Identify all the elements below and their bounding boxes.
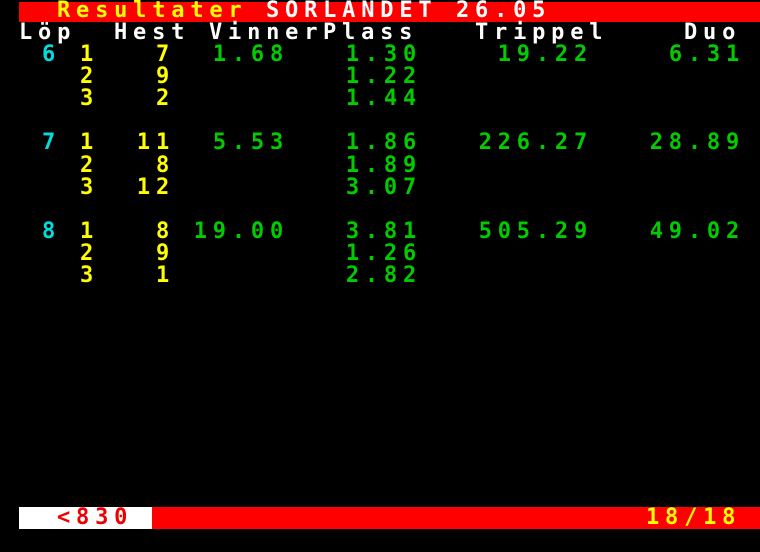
vinner-odds: 1.68 — [212, 42, 289, 67]
column-header-duo: Duo — [684, 20, 742, 45]
plass-odds: 2.82 — [345, 263, 422, 288]
result-row: 7 1 11 5.53 1.86 226.27 28.89 — [0, 132, 760, 154]
horse-number: 1 — [155, 263, 175, 288]
result-row: 2 9 1.22 — [0, 66, 760, 88]
place-number: 2 — [79, 153, 99, 178]
column-header-trippel: Trippel — [475, 20, 609, 45]
race-date: 26.05 — [456, 0, 552, 23]
race-number: 7 — [41, 130, 61, 155]
column-header-lop: Löp — [19, 20, 77, 45]
title-bar — [19, 2, 760, 22]
page-indicator: 18/18 — [646, 505, 742, 530]
plass-odds: 3.07 — [345, 175, 422, 200]
header-row: Löp Hest Vinner Plass Trippel Duo — [0, 22, 760, 44]
result-row: 2 9 1.26 — [0, 243, 760, 265]
place-number: 3 — [79, 86, 99, 111]
plass-odds: 1.44 — [345, 86, 422, 111]
section-label: Resultater — [57, 0, 248, 23]
plass-odds: 1.86 — [345, 130, 422, 155]
place-number: 1 — [79, 219, 99, 244]
trippel-odds: 19.22 — [497, 42, 593, 67]
trippel-odds: 226.27 — [478, 130, 593, 155]
horse-number: 11 — [136, 130, 175, 155]
place-number: 2 — [79, 241, 99, 266]
footer-page-link-box — [19, 507, 152, 529]
column-header-vinner: Vinner — [209, 20, 324, 45]
horse-number: 2 — [155, 86, 175, 111]
place-number: 2 — [79, 64, 99, 89]
footer-row: <830 18/18 — [0, 507, 760, 529]
result-row: 3 2 1.44 — [0, 88, 760, 110]
vinner-odds: 19.00 — [193, 219, 289, 244]
plass-odds: 3.81 — [345, 219, 422, 244]
place-number: 1 — [79, 130, 99, 155]
horse-number: 12 — [136, 175, 175, 200]
horse-number: 9 — [155, 241, 175, 266]
trippel-odds: 505.29 — [478, 219, 593, 244]
place-number: 3 — [79, 175, 99, 200]
plass-odds: 1.26 — [345, 241, 422, 266]
horse-number: 8 — [155, 153, 175, 178]
page-back-link[interactable]: <830 — [57, 505, 134, 530]
horse-number: 7 — [155, 42, 175, 67]
race-number: 8 — [41, 219, 61, 244]
title-row: Resultater SÖRLANDET 26.05 — [0, 0, 760, 22]
result-row: 3 1 2.82 — [0, 265, 760, 287]
column-header-hest: Hest — [114, 20, 191, 45]
duo-odds: 49.02 — [649, 219, 745, 244]
result-row: 6 1 7 1.68 1.30 19.22 6.31 — [0, 44, 760, 66]
horse-number: 9 — [155, 64, 175, 89]
footer-bar — [152, 507, 760, 529]
column-header-plass: Plass — [323, 20, 419, 45]
place-number: 3 — [79, 263, 99, 288]
result-row: 3 12 3.07 — [0, 177, 760, 199]
duo-odds: 6.31 — [668, 42, 745, 67]
track-name: SÖRLANDET — [266, 0, 438, 23]
plass-odds: 1.89 — [345, 153, 422, 178]
result-row: 2 8 1.89 — [0, 155, 760, 177]
plass-odds: 1.22 — [345, 64, 422, 89]
duo-odds: 28.89 — [649, 130, 745, 155]
race-number: 6 — [41, 42, 61, 67]
place-number: 1 — [79, 42, 99, 67]
result-row: 8 1 8 19.00 3.81 505.29 49.02 — [0, 221, 760, 243]
vinner-odds: 5.53 — [212, 130, 289, 155]
plass-odds: 1.30 — [345, 42, 422, 67]
horse-number: 8 — [155, 219, 175, 244]
